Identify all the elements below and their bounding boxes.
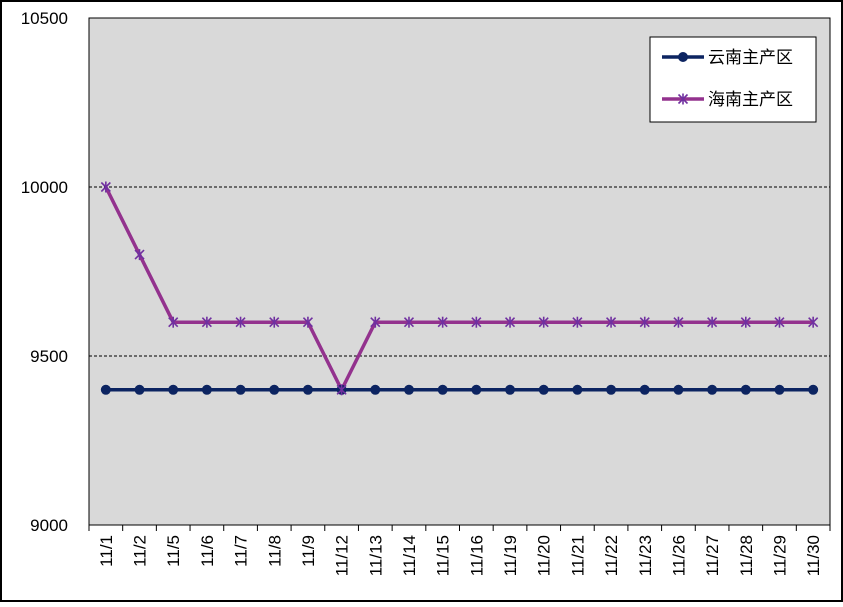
- x-tick-label: 11/20: [535, 535, 554, 576]
- point: [336, 384, 347, 396]
- point: [302, 316, 313, 328]
- point: [606, 316, 617, 328]
- point: [740, 316, 751, 328]
- point: [707, 384, 718, 395]
- point: [808, 316, 819, 328]
- legend-box: [649, 36, 817, 123]
- point: [774, 384, 785, 395]
- point: [471, 384, 482, 395]
- point: [673, 384, 684, 395]
- legend-label: 海南主产区: [708, 90, 793, 109]
- point: [677, 93, 689, 105]
- point: [606, 384, 617, 395]
- x-tick-label: 11/19: [501, 535, 520, 576]
- point: [673, 316, 684, 328]
- point: [471, 316, 482, 328]
- x-tick-label: 11/21: [568, 535, 587, 576]
- point: [403, 316, 415, 328]
- point: [678, 52, 688, 62]
- point: [437, 316, 448, 328]
- point: [269, 384, 280, 395]
- y-tick-label: 10000: [21, 178, 68, 197]
- x-tick-label: 11/5: [164, 535, 183, 567]
- point: [269, 316, 280, 328]
- point: [707, 316, 718, 328]
- point: [134, 384, 145, 395]
- x-tick-label: 11/29: [770, 535, 789, 576]
- point: [572, 316, 583, 328]
- point: [100, 181, 111, 193]
- x-tick-label: 11/16: [467, 535, 486, 576]
- point: [538, 384, 549, 395]
- point: [235, 316, 246, 328]
- x-tick-label: 11/28: [737, 535, 756, 576]
- legend-label: 云南主产区: [708, 48, 793, 67]
- x-tick-label: 11/26: [669, 535, 688, 576]
- point: [201, 316, 212, 328]
- point: [201, 384, 212, 395]
- point: [370, 316, 381, 328]
- point: [302, 384, 313, 395]
- point: [538, 316, 549, 328]
- x-tick-label: 11/27: [703, 535, 722, 576]
- x-tick-label: 11/15: [434, 535, 453, 576]
- point: [774, 316, 785, 328]
- x-tick-label: 11/22: [602, 535, 621, 576]
- point: [505, 384, 516, 395]
- point: [235, 384, 246, 395]
- x-tick-label: 11/8: [265, 535, 284, 567]
- point: [437, 384, 448, 395]
- point: [572, 384, 583, 395]
- x-tick-label: 11/9: [299, 535, 318, 567]
- x-tick-label: 11/30: [804, 535, 823, 576]
- point: [740, 384, 751, 395]
- x-tick-label: 11/14: [400, 535, 419, 576]
- point: [808, 384, 819, 395]
- x-tick-label: 11/7: [232, 535, 251, 567]
- x-tick-label: 11/1: [97, 535, 116, 567]
- point: [100, 384, 111, 395]
- point: [168, 316, 179, 328]
- x-tick-label: 11/12: [333, 535, 352, 576]
- y-tick-label: 10500: [21, 9, 68, 28]
- y-tick-label: 9000: [30, 516, 68, 535]
- y-tick-label: 9500: [30, 347, 68, 366]
- x-tick-label: 11/2: [131, 535, 150, 567]
- point: [134, 249, 145, 261]
- point: [504, 316, 516, 328]
- point: [168, 384, 179, 395]
- x-tick-label: 11/6: [198, 535, 217, 567]
- point: [403, 384, 414, 395]
- x-tick-label: 11/23: [636, 535, 655, 576]
- series-line: [104, 186, 814, 394]
- point: [639, 316, 650, 328]
- x-tick-label: 11/13: [366, 535, 385, 576]
- point: [639, 384, 650, 395]
- point: [370, 384, 381, 395]
